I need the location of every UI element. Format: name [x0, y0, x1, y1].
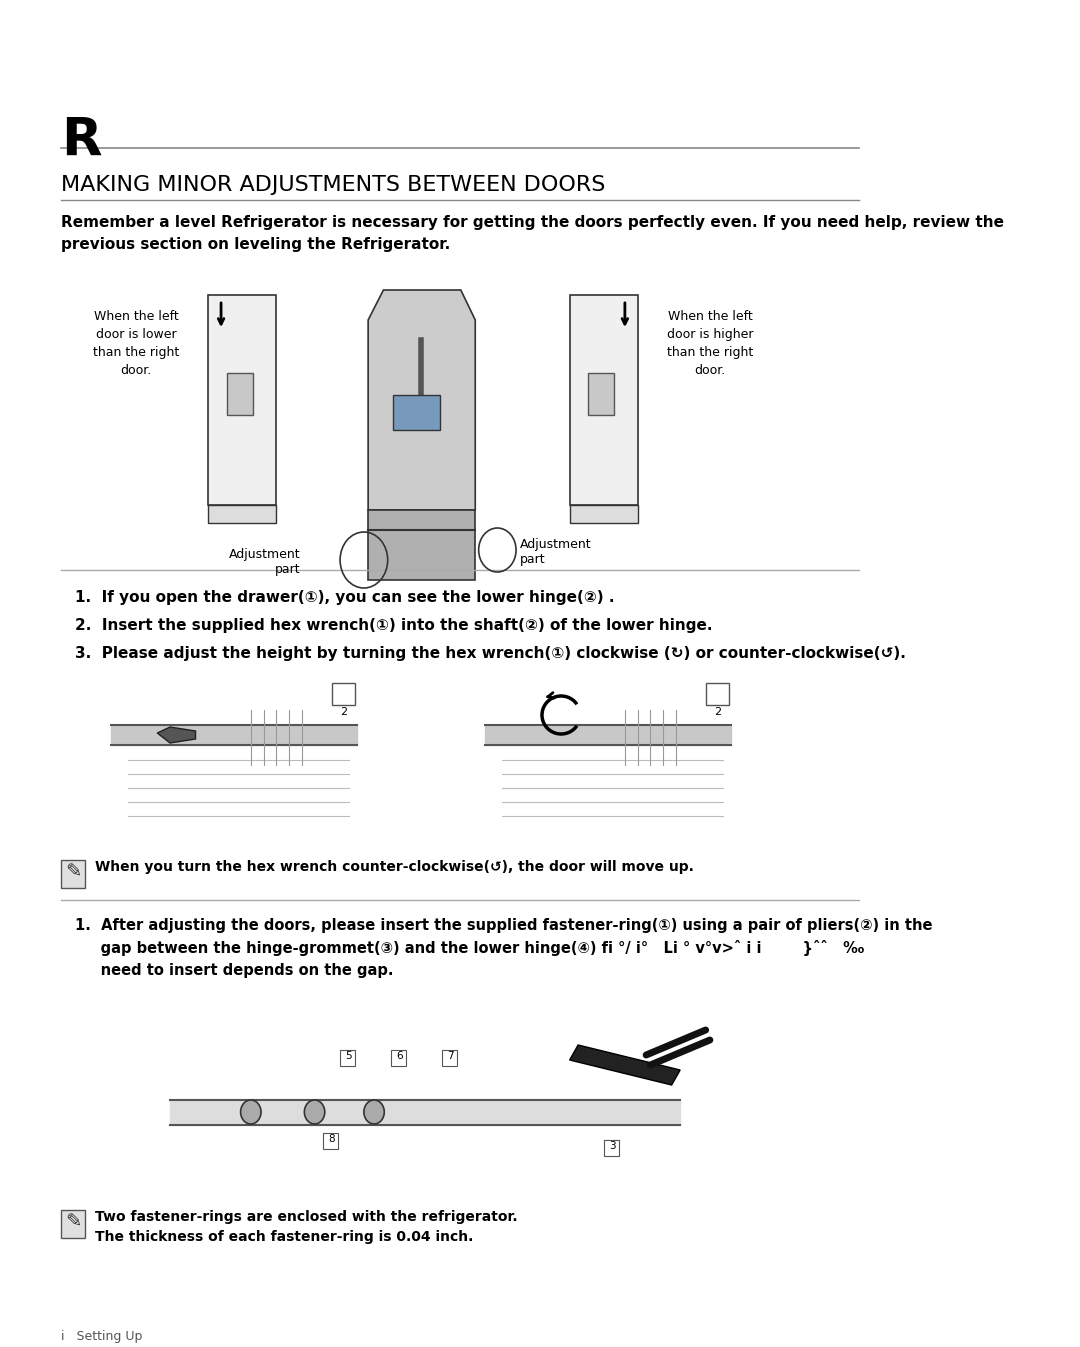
Text: Two fastener-rings are enclosed with the refrigerator.
The thickness of each fas: Two fastener-rings are enclosed with the… — [95, 1210, 517, 1243]
Bar — [604, 1140, 619, 1156]
Bar — [340, 1051, 355, 1065]
Text: R: R — [62, 114, 102, 167]
Text: ✎: ✎ — [65, 1212, 81, 1231]
Text: Adjustment
part: Adjustment part — [229, 548, 300, 577]
Text: 2: 2 — [714, 707, 721, 717]
Text: 3.  Please adjust the height by turning the hex wrench(①) clockwise (↻) or count: 3. Please adjust the height by turning t… — [75, 647, 906, 661]
Text: 7: 7 — [447, 1051, 454, 1061]
Text: Remember a level Refrigerator is necessary for getting the doors perfectly even.: Remember a level Refrigerator is necessa… — [62, 216, 1004, 252]
Circle shape — [241, 1100, 261, 1123]
Polygon shape — [208, 295, 276, 505]
Bar — [332, 683, 355, 704]
Text: 6: 6 — [396, 1051, 403, 1061]
Text: Adjustment
part: Adjustment part — [521, 537, 592, 566]
Bar — [569, 505, 637, 523]
Bar — [227, 373, 253, 415]
Bar — [705, 683, 729, 704]
Polygon shape — [569, 1045, 680, 1084]
Circle shape — [305, 1100, 325, 1123]
Text: 1.  If you open the drawer(①), you can see the lower hinge(②) .: 1. If you open the drawer(①), you can se… — [75, 590, 615, 605]
Text: 3: 3 — [609, 1141, 616, 1150]
Bar — [323, 1133, 338, 1149]
Text: i   Setting Up: i Setting Up — [62, 1329, 143, 1343]
Text: MAKING MINOR ADJUSTMENTS BETWEEN DOORS: MAKING MINOR ADJUSTMENTS BETWEEN DOORS — [62, 175, 606, 195]
Bar — [208, 505, 276, 523]
Text: 8: 8 — [328, 1134, 335, 1144]
Polygon shape — [368, 511, 475, 581]
Polygon shape — [569, 295, 637, 505]
Text: 2: 2 — [340, 707, 347, 717]
Text: ✎: ✎ — [65, 862, 81, 881]
Text: 5: 5 — [346, 1051, 352, 1061]
Text: 1.  After adjusting the doors, please insert the supplied fastener-ring(①) using: 1. After adjusting the doors, please ins… — [75, 919, 932, 978]
Bar — [589, 373, 613, 415]
Text: When you turn the hex wrench counter-clockwise(↺), the door will move up.: When you turn the hex wrench counter-clo… — [95, 859, 694, 874]
Bar — [62, 1210, 85, 1238]
Polygon shape — [158, 727, 195, 744]
Text: 2.  Insert the supplied hex wrench(①) into the shaft(②) of the lower hinge.: 2. Insert the supplied hex wrench(①) int… — [75, 618, 713, 633]
Bar — [391, 1051, 406, 1065]
Bar — [442, 1051, 458, 1065]
Bar — [393, 395, 440, 430]
Bar — [62, 859, 85, 888]
Text: When the left
door is lower
than the right
door.: When the left door is lower than the rig… — [93, 310, 179, 377]
Text: When the left
door is higher
than the right
door.: When the left door is higher than the ri… — [666, 310, 753, 377]
Circle shape — [364, 1100, 384, 1123]
Polygon shape — [368, 290, 475, 511]
